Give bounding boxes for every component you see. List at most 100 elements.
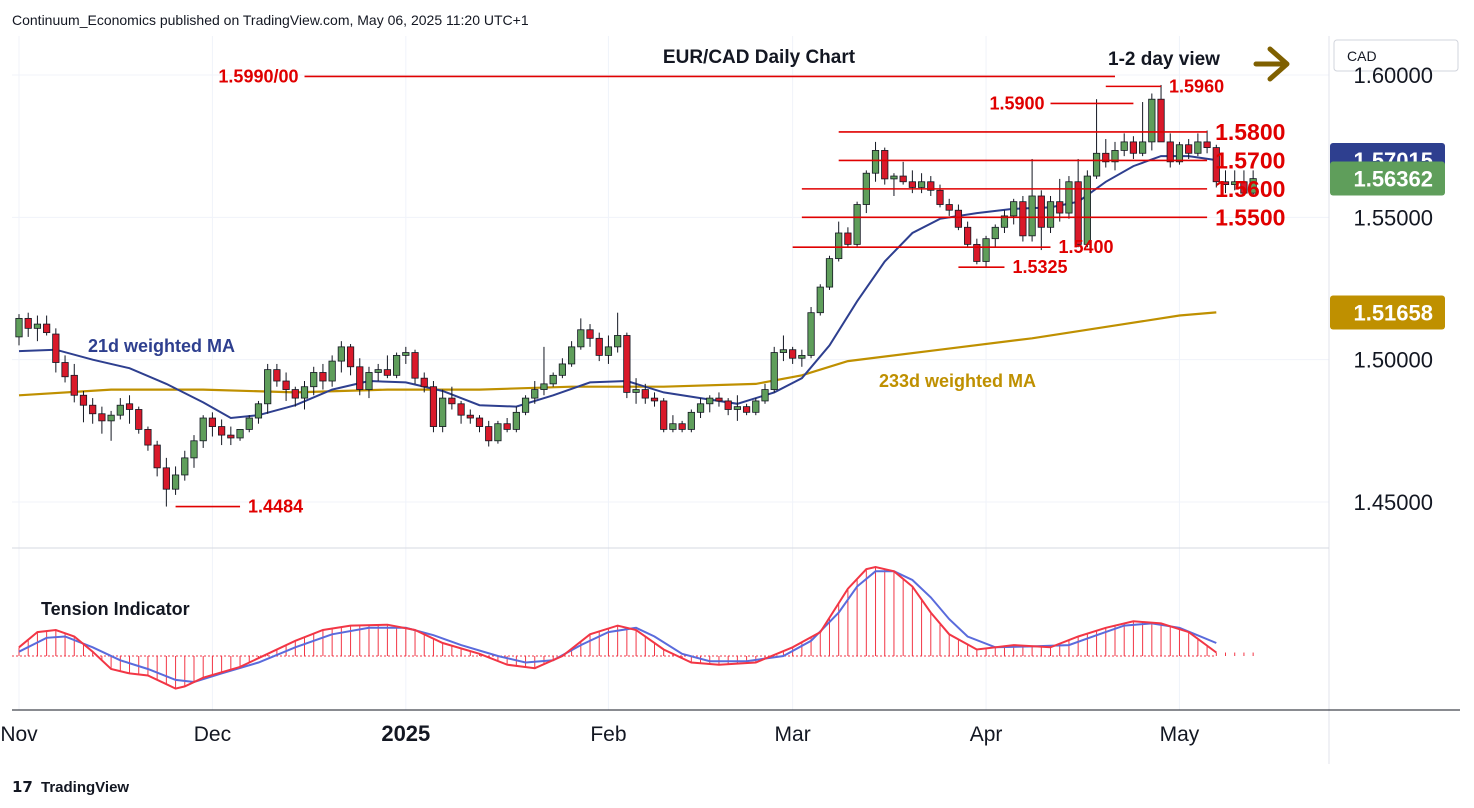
candle (835, 221, 843, 262)
candle (623, 332, 631, 399)
candle (742, 403, 751, 416)
y-tick-label: 1.50000 (1353, 348, 1433, 373)
candle (577, 318, 585, 350)
candle (1028, 158, 1036, 242)
candle (374, 363, 382, 382)
candle (1102, 139, 1110, 168)
candle (586, 324, 594, 347)
candle (604, 335, 613, 364)
candle (641, 383, 649, 404)
candle (208, 412, 217, 437)
candle (1240, 170, 1248, 196)
x-tick-label: Feb (590, 723, 626, 746)
candle (1231, 170, 1239, 191)
candle (853, 201, 861, 248)
candle (936, 184, 944, 208)
ma233-label: 233d weighted MA (879, 371, 1036, 391)
candle (660, 398, 668, 433)
candle (116, 398, 124, 420)
candle (383, 355, 392, 379)
candle (733, 395, 741, 421)
candle (466, 409, 474, 424)
candle (24, 312, 32, 337)
candle (89, 398, 97, 424)
candle (789, 346, 797, 364)
candle (1129, 136, 1138, 159)
candle (411, 349, 419, 384)
candle (706, 395, 714, 413)
candle (181, 450, 189, 481)
candle (291, 386, 299, 407)
candle (1000, 210, 1009, 233)
candle (991, 224, 999, 248)
candle (439, 389, 447, 433)
candle (273, 363, 281, 387)
tradingview-logo: 17 (12, 778, 33, 796)
price-badge: 1.51658 (1330, 295, 1445, 330)
candle (503, 418, 511, 433)
candle (402, 346, 410, 364)
candle (724, 398, 732, 416)
x-tick-label: May (1160, 723, 1200, 746)
candle (752, 398, 760, 416)
price-axis[interactable]: 1.60000 1.55000 1.50000 1.45000 (1353, 63, 1433, 515)
x-tick-label: Mar (775, 723, 811, 746)
candle (798, 349, 806, 367)
candle (770, 346, 778, 393)
level-label: 1.5990/00 (218, 66, 298, 86)
candle (1249, 170, 1257, 196)
candle (1221, 170, 1230, 194)
candle (448, 386, 456, 410)
candle (614, 312, 622, 353)
candle (512, 406, 520, 433)
candle (1203, 130, 1211, 154)
candle (973, 238, 981, 265)
y-tick-label: 1.45000 (1353, 490, 1433, 515)
y-tick-label: 1.60000 (1353, 63, 1433, 88)
candle (125, 395, 134, 424)
candle (310, 366, 318, 396)
candles (15, 84, 1257, 507)
candle (862, 170, 870, 214)
currency-selector[interactable] (1333, 39, 1459, 72)
candle (153, 440, 161, 477)
candle (107, 410, 115, 441)
candle (475, 415, 484, 433)
svg-text:17: 17 (12, 778, 33, 796)
candle (365, 366, 373, 399)
candle (890, 173, 898, 196)
candle (844, 227, 852, 248)
candle (558, 358, 566, 379)
candle (531, 381, 539, 404)
candle (236, 429, 244, 441)
level-label: 1.5325 (1012, 257, 1067, 277)
level-label: 1.5900 (989, 93, 1044, 113)
candle (908, 170, 916, 194)
candle (1010, 198, 1018, 225)
candle (549, 372, 557, 387)
candle (52, 328, 60, 373)
candle (816, 284, 824, 316)
x-tick-label: Apr (970, 723, 1003, 746)
candle (1065, 176, 1073, 219)
candle (595, 332, 603, 362)
x-tick-label: Nov (0, 723, 38, 746)
price-badge-label: 1.56362 (1353, 167, 1433, 192)
ma21-layer (18, 155, 1217, 420)
candle (15, 314, 23, 346)
candle (1092, 99, 1101, 179)
candle (162, 457, 170, 507)
time-axis[interactable]: Nov Dec 2025 Feb Mar Apr May (0, 721, 1199, 746)
candle (457, 400, 465, 424)
candle (346, 344, 355, 376)
candle (337, 341, 345, 373)
candle (61, 355, 69, 383)
ma21-line (18, 155, 1217, 420)
candle (825, 255, 834, 290)
candle (171, 466, 180, 495)
levels: 1.5990/00 1.59601.59001.58001.57001.56001… (175, 66, 1285, 517)
candle (899, 161, 907, 185)
candle (715, 392, 723, 407)
price-badge-label: 1.51658 (1353, 300, 1433, 325)
